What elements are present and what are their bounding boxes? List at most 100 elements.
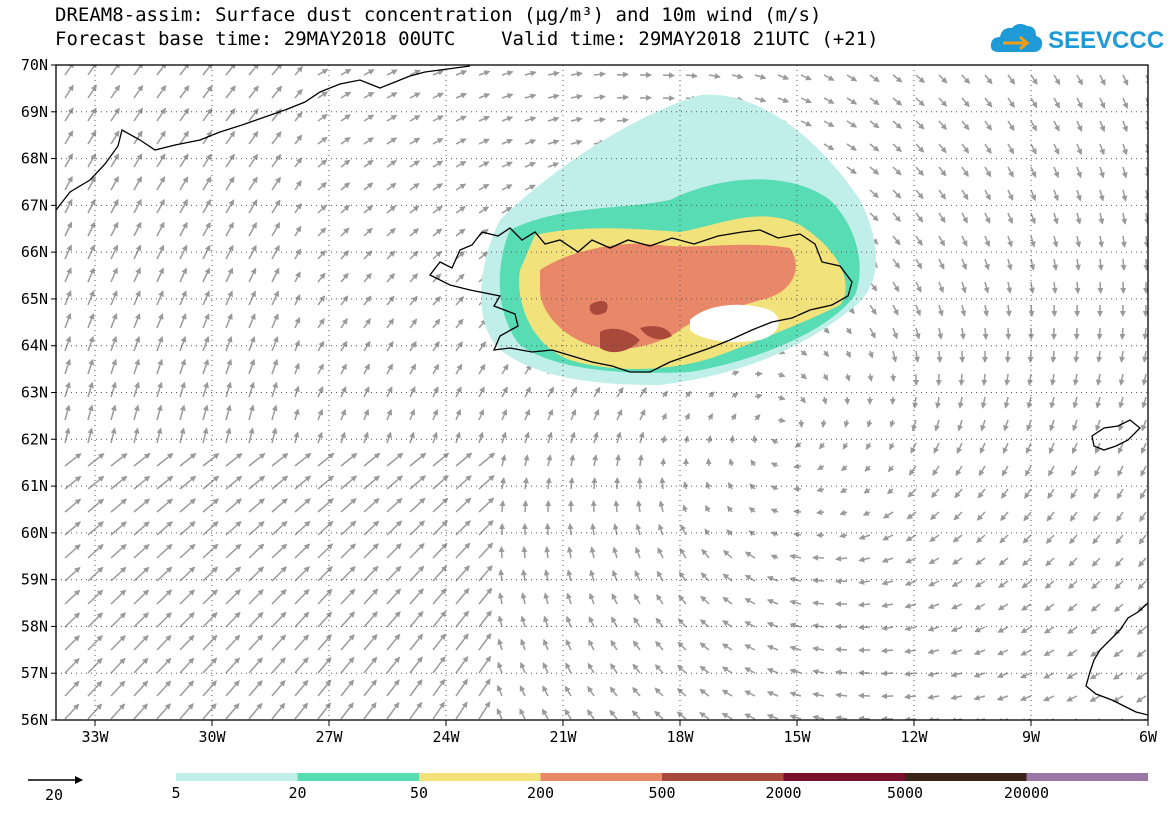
wind-arrow xyxy=(547,139,560,146)
wind-arrow xyxy=(744,621,756,628)
wind-arrow xyxy=(87,153,97,168)
wind-arrow xyxy=(271,657,286,674)
wind-arrow xyxy=(225,611,241,628)
wind-arrow xyxy=(766,598,779,605)
wind-arrow xyxy=(613,500,620,513)
wind-arrow xyxy=(248,381,255,398)
wind-arrow xyxy=(793,508,802,515)
wind-arrow xyxy=(133,267,141,283)
wind-arrow xyxy=(1136,626,1147,635)
wind-arrow xyxy=(927,694,940,700)
wind-arrow xyxy=(363,227,373,237)
wind-arrow xyxy=(1002,442,1009,454)
wind-arrow xyxy=(87,475,105,490)
wind-arrow xyxy=(1029,235,1036,248)
wind-arrow xyxy=(363,69,375,76)
wind-arrow xyxy=(225,475,243,490)
wind-arrow xyxy=(589,569,596,582)
wind-arrow xyxy=(248,244,257,260)
wind-arrow xyxy=(1050,373,1056,386)
wind-arrow xyxy=(478,251,489,260)
wind-arrow xyxy=(858,579,871,585)
wind-arrow xyxy=(386,92,398,99)
wind-arrow xyxy=(87,427,94,444)
wind-arrow xyxy=(340,520,357,536)
wind-arrow xyxy=(927,625,940,632)
wind-arrow xyxy=(839,532,848,539)
wind-arrow xyxy=(699,642,710,651)
wind-arrow xyxy=(1020,672,1032,679)
wind-arrow xyxy=(892,281,900,293)
wind-arrow xyxy=(317,68,329,76)
wind-arrow xyxy=(432,431,438,444)
wind-arrow xyxy=(1097,281,1104,294)
wind-arrow xyxy=(882,511,894,519)
wind-arrow xyxy=(1075,189,1082,202)
wind-arrow xyxy=(1007,97,1015,108)
wind-arrow xyxy=(722,620,733,628)
wind-arrow xyxy=(110,221,119,237)
wind-arrow xyxy=(812,600,825,607)
wind-arrow xyxy=(294,294,301,306)
wind-arrow xyxy=(271,452,289,467)
wind-arrow xyxy=(110,244,119,260)
wind-arrow xyxy=(87,198,96,214)
wind-arrow xyxy=(455,610,470,628)
wind-arrow xyxy=(225,589,241,605)
wind-arrow xyxy=(726,529,733,536)
wind-arrow xyxy=(501,408,508,421)
wind-arrow xyxy=(271,199,281,214)
wind-arrow xyxy=(179,566,196,582)
wind-arrow xyxy=(202,381,209,398)
wind-arrow xyxy=(294,157,303,168)
wind-arrow xyxy=(64,153,74,168)
wind-arrow xyxy=(1030,74,1038,86)
wind-arrow xyxy=(1122,97,1129,110)
colorbar-swatch xyxy=(297,773,419,781)
wind-arrow xyxy=(386,475,403,490)
wind-arrow xyxy=(87,381,94,398)
wind-arrow xyxy=(340,611,356,628)
wind-arrow xyxy=(1030,120,1038,132)
wind-arrow xyxy=(634,570,641,582)
wind-arrow xyxy=(340,91,352,99)
wind-arrow xyxy=(632,640,641,651)
wind-arrow xyxy=(248,657,263,674)
wind-arrow xyxy=(543,569,550,582)
wind-arrow xyxy=(1074,281,1081,294)
wind-arrow xyxy=(978,465,986,477)
wind-arrow xyxy=(202,589,218,605)
wind-arrow xyxy=(294,339,301,352)
wind-arrow xyxy=(544,546,551,559)
wind-arrow xyxy=(87,544,104,559)
wind-arrow xyxy=(110,107,120,122)
wind-arrow xyxy=(64,358,71,375)
wind-arrow xyxy=(846,74,858,82)
wind-arrow xyxy=(1053,166,1060,179)
wind-arrow xyxy=(1026,419,1032,432)
wind-arrow xyxy=(202,543,219,559)
wind-arrow xyxy=(64,198,73,214)
wind-arrow xyxy=(156,634,172,651)
wind-arrow xyxy=(225,404,232,421)
wind-arrow xyxy=(294,248,301,260)
wind-arrow xyxy=(363,363,370,375)
wind-arrow xyxy=(87,680,103,697)
wind-arrow xyxy=(317,702,331,720)
lon-tick-label: 18W xyxy=(666,728,694,746)
wind-arrow xyxy=(294,271,301,283)
wind-arrow xyxy=(501,70,514,77)
wind-arrow xyxy=(386,273,396,283)
wind-arrow xyxy=(386,340,394,352)
wind-arrow xyxy=(202,290,210,306)
wind-arrow xyxy=(455,70,468,76)
wind-arrow xyxy=(179,85,190,99)
wind-arrow xyxy=(1072,373,1079,386)
wind-arrow xyxy=(497,661,503,674)
wind-arrow xyxy=(1024,488,1032,499)
wind-arrow xyxy=(455,655,469,674)
wind-arrow xyxy=(455,678,468,697)
wind-arrow xyxy=(951,580,963,587)
wind-arrow xyxy=(317,182,328,191)
wind-arrow xyxy=(409,228,420,237)
